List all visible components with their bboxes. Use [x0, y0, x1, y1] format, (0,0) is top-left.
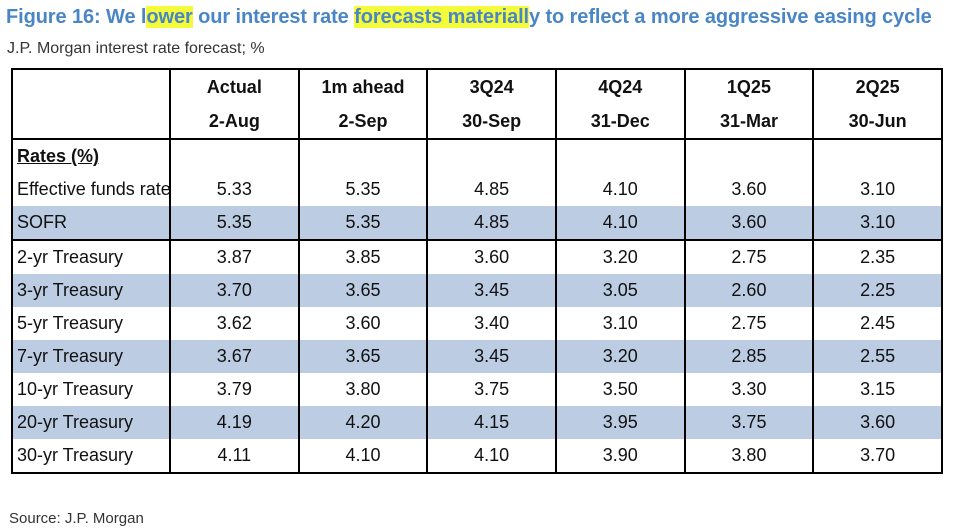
title-highlight-2: forecasts materiall	[354, 6, 530, 28]
table-cell: 5.35	[297, 173, 428, 206]
table-cell: 3.62	[169, 307, 299, 340]
table-cell: 4.20	[297, 406, 428, 439]
table-cell: 3.20	[554, 239, 685, 274]
header-date: 31-Mar	[683, 104, 814, 140]
row-label: 10-yr Treasury	[11, 373, 170, 406]
row-label: 3-yr Treasury	[11, 274, 170, 307]
title-part-2: our interest rate	[192, 6, 355, 28]
header-period: Actual	[169, 69, 299, 104]
table-cell: 4.10	[426, 439, 556, 473]
table-cell: 3.65	[297, 274, 428, 307]
table-cell: 2.75	[683, 307, 814, 340]
row-label: 20-yr Treasury	[11, 406, 170, 439]
title-highlight-1: ower	[146, 6, 193, 28]
table-cell: 3.87	[169, 239, 299, 274]
header-date: 30-Sep	[426, 104, 556, 140]
table-row: 30-yr Treasury 4.11 4.10 4.10 3.90 3.80 …	[11, 439, 942, 473]
header-row-period: Actual 1m ahead 3Q24 4Q24 1Q25 2Q25	[11, 69, 942, 104]
table-cell: 3.95	[554, 406, 685, 439]
row-label: Effective funds rate	[11, 173, 171, 206]
section-row: Rates (%)	[11, 139, 942, 173]
header-corner	[11, 69, 170, 104]
row-label: 5-yr Treasury	[11, 307, 170, 340]
table-cell: 3.65	[297, 340, 428, 373]
table-cell: 3.20	[554, 340, 685, 373]
table-cell: 3.80	[683, 439, 814, 473]
table-cell: 3.80	[297, 373, 428, 406]
header-period: 1Q25	[683, 69, 814, 104]
row-label: 2-yr Treasury	[11, 239, 170, 274]
source-note: Source: J.P. Morgan	[9, 510, 144, 527]
table-cell: 3.67	[169, 340, 299, 373]
header-date: 2-Aug	[169, 104, 299, 140]
table-cell: 4.85	[426, 173, 556, 206]
title-part-3: y to reflect a more aggressive easing cy…	[529, 6, 932, 28]
table-cell: 4.10	[297, 439, 428, 473]
table-cell: 3.30	[683, 373, 814, 406]
table-cell: 5.35	[169, 206, 299, 240]
row-label: 7-yr Treasury	[11, 340, 170, 373]
table-cell: 3.75	[426, 373, 556, 406]
table-row: 2-yr Treasury 3.87 3.85 3.60 3.20 2.75 2…	[11, 239, 942, 274]
header-period: 2Q25	[812, 69, 942, 104]
table-cell: 5.35	[297, 206, 428, 240]
table-cell: 2.25	[812, 274, 942, 307]
table-cell: 3.70	[812, 439, 942, 473]
header-date: 2-Sep	[297, 104, 428, 140]
table-cell: 4.11	[169, 439, 299, 473]
row-label: SOFR	[11, 206, 170, 240]
table-cell: 4.85	[426, 206, 556, 240]
table-cell: 3.79	[169, 373, 299, 406]
table-row: 7-yr Treasury 3.67 3.65 3.45 3.20 2.85 2…	[11, 340, 942, 373]
table-cell: 3.90	[554, 439, 685, 473]
table-cell: 3.10	[554, 307, 685, 340]
table-row: Effective funds rate 5.33 5.35 4.85 4.10…	[11, 173, 942, 206]
table-cell: 3.85	[297, 239, 428, 274]
table-cell: 4.19	[169, 406, 299, 439]
header-period: 4Q24	[554, 69, 685, 104]
section-label: Rates (%)	[11, 139, 170, 173]
table-cell: 2.55	[812, 340, 942, 373]
header-period: 3Q24	[426, 69, 556, 104]
rate-forecast-table: Actual 1m ahead 3Q24 4Q24 1Q25 2Q25 2-Au…	[11, 68, 943, 474]
row-label: 30-yr Treasury	[11, 439, 170, 473]
table-cell: 3.50	[554, 373, 685, 406]
table-cell: 3.10	[812, 173, 942, 206]
table-cell: 2.45	[812, 307, 942, 340]
title-part-1: Figure 16: We l	[6, 6, 147, 28]
table-row: 3-yr Treasury 3.70 3.65 3.45 3.05 2.60 2…	[11, 274, 942, 307]
table-cell: 4.15	[426, 406, 556, 439]
table-cell: 2.60	[683, 274, 814, 307]
table-row: 5-yr Treasury 3.62 3.60 3.40 3.10 2.75 2…	[11, 307, 942, 340]
header-row-date: 2-Aug 2-Sep 30-Sep 31-Dec 31-Mar 30-Jun	[11, 104, 942, 140]
table-cell: 3.60	[297, 307, 428, 340]
table-cell: 5.33	[169, 173, 299, 206]
header-date: 31-Dec	[554, 104, 685, 140]
table-cell: 4.10	[554, 206, 685, 240]
table-cell: 3.40	[426, 307, 556, 340]
header-corner	[11, 104, 170, 140]
table-cell: 2.35	[812, 239, 942, 274]
table-cell: 3.60	[683, 206, 814, 240]
table-row: SOFR 5.35 5.35 4.85 4.10 3.60 3.10	[11, 206, 942, 240]
table-row: 10-yr Treasury 3.79 3.80 3.75 3.50 3.30 …	[11, 373, 942, 406]
table-cell: 3.60	[426, 239, 556, 274]
table-cell: 3.60	[812, 406, 942, 439]
table-cell: 3.45	[426, 274, 556, 307]
table-cell: 3.75	[683, 406, 814, 439]
table-cell: 3.45	[426, 340, 556, 373]
table-row: 20-yr Treasury 4.19 4.20 4.15 3.95 3.75 …	[11, 406, 942, 439]
table-cell: 4.10	[554, 173, 685, 206]
table-cell: 2.85	[683, 340, 814, 373]
table-cell: 3.60	[683, 173, 814, 206]
figure-subtitle: J.P. Morgan interest rate forecast; %	[7, 40, 265, 57]
table-cell: 3.15	[812, 373, 942, 406]
figure-title: Figure 16: We lower our interest rate fo…	[6, 6, 950, 29]
table-cell: 3.10	[812, 206, 942, 240]
header-date: 30-Jun	[812, 104, 942, 140]
table-cell: 3.70	[169, 274, 299, 307]
table-cell: 2.75	[683, 239, 814, 274]
header-period: 1m ahead	[297, 69, 428, 104]
table-cell: 3.05	[554, 274, 685, 307]
